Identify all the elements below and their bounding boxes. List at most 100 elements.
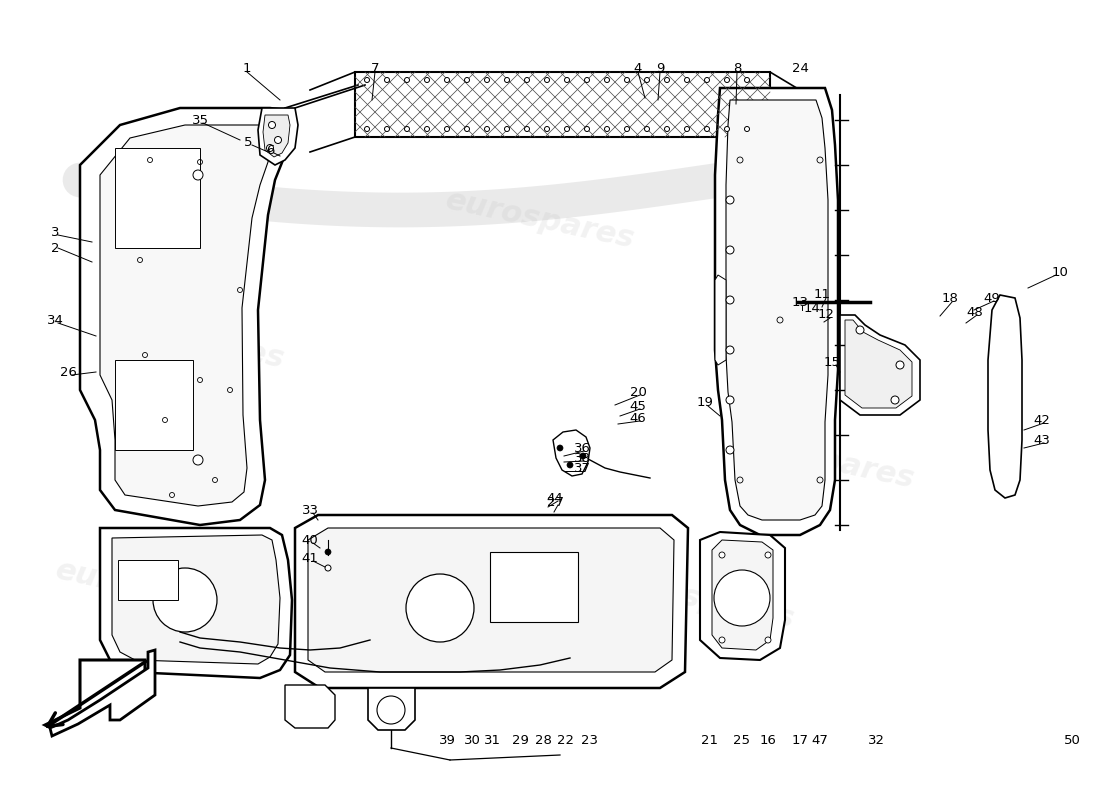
Text: 43: 43 xyxy=(1034,434,1050,446)
Text: 19: 19 xyxy=(696,395,714,409)
Text: 18: 18 xyxy=(942,291,958,305)
Text: 14: 14 xyxy=(804,302,821,314)
Circle shape xyxy=(425,126,429,131)
Text: 46: 46 xyxy=(629,411,647,425)
Circle shape xyxy=(324,565,331,571)
Circle shape xyxy=(464,126,470,131)
Polygon shape xyxy=(845,320,912,408)
Circle shape xyxy=(664,126,670,131)
Text: 27: 27 xyxy=(547,495,563,509)
Circle shape xyxy=(377,696,405,724)
Circle shape xyxy=(891,396,899,404)
Circle shape xyxy=(484,78,490,82)
Circle shape xyxy=(719,552,725,558)
Circle shape xyxy=(584,126,590,131)
Circle shape xyxy=(726,396,734,404)
Text: 34: 34 xyxy=(46,314,64,326)
Circle shape xyxy=(625,78,629,82)
Text: 38: 38 xyxy=(573,451,591,465)
Text: 2: 2 xyxy=(51,242,59,254)
Polygon shape xyxy=(308,528,674,672)
Polygon shape xyxy=(840,315,920,415)
Text: 35: 35 xyxy=(191,114,209,126)
Polygon shape xyxy=(80,108,290,525)
Polygon shape xyxy=(45,660,145,730)
Circle shape xyxy=(505,126,509,131)
Circle shape xyxy=(726,196,734,204)
Circle shape xyxy=(726,296,734,304)
Text: 24: 24 xyxy=(792,62,808,74)
Polygon shape xyxy=(712,540,773,650)
Text: 3: 3 xyxy=(51,226,59,238)
Polygon shape xyxy=(726,100,828,520)
Circle shape xyxy=(364,126,370,131)
Text: 8: 8 xyxy=(733,62,741,74)
Polygon shape xyxy=(700,532,785,660)
Text: 25: 25 xyxy=(734,734,750,746)
Polygon shape xyxy=(263,115,290,157)
Text: 1: 1 xyxy=(243,62,251,74)
Circle shape xyxy=(625,126,629,131)
Circle shape xyxy=(584,78,590,82)
Text: 10: 10 xyxy=(1052,266,1068,278)
Text: 28: 28 xyxy=(535,734,551,746)
Polygon shape xyxy=(285,685,336,728)
Circle shape xyxy=(364,78,370,82)
Circle shape xyxy=(444,78,450,82)
Text: 42: 42 xyxy=(1034,414,1050,426)
Polygon shape xyxy=(100,528,292,678)
Polygon shape xyxy=(295,515,688,688)
Text: 45: 45 xyxy=(629,399,647,413)
Text: 39: 39 xyxy=(439,734,455,746)
Circle shape xyxy=(745,126,749,131)
Circle shape xyxy=(726,346,734,354)
Circle shape xyxy=(714,570,770,626)
Bar xyxy=(355,72,770,137)
Text: eurospares: eurospares xyxy=(723,426,917,494)
Circle shape xyxy=(605,126,609,131)
Text: 33: 33 xyxy=(301,503,319,517)
Text: 37: 37 xyxy=(573,462,591,474)
Text: 11: 11 xyxy=(814,289,830,302)
Circle shape xyxy=(505,78,509,82)
Text: 17: 17 xyxy=(792,734,808,746)
Text: eurospares: eurospares xyxy=(53,556,248,624)
Circle shape xyxy=(405,78,409,82)
Circle shape xyxy=(856,326,864,334)
Text: 9: 9 xyxy=(656,62,664,74)
Polygon shape xyxy=(715,275,726,365)
Circle shape xyxy=(464,78,470,82)
Circle shape xyxy=(764,552,771,558)
Circle shape xyxy=(192,170,204,180)
Circle shape xyxy=(406,574,474,642)
Text: 29: 29 xyxy=(512,734,528,746)
Circle shape xyxy=(564,78,570,82)
Circle shape xyxy=(580,453,586,459)
Circle shape xyxy=(444,126,450,131)
Circle shape xyxy=(684,126,690,131)
Circle shape xyxy=(484,126,490,131)
Circle shape xyxy=(764,637,771,643)
Circle shape xyxy=(425,78,429,82)
Text: 23: 23 xyxy=(582,734,598,746)
Circle shape xyxy=(745,78,749,82)
Text: 15: 15 xyxy=(824,355,840,369)
Text: 4: 4 xyxy=(634,62,642,74)
Circle shape xyxy=(525,78,529,82)
Circle shape xyxy=(726,246,734,254)
Circle shape xyxy=(266,145,274,151)
Polygon shape xyxy=(112,535,280,664)
Text: 16: 16 xyxy=(760,734,777,746)
Text: 49: 49 xyxy=(983,291,1000,305)
Polygon shape xyxy=(715,88,838,535)
Circle shape xyxy=(726,446,734,454)
Text: 5: 5 xyxy=(244,135,252,149)
Text: eurospares: eurospares xyxy=(603,566,798,634)
Circle shape xyxy=(525,126,529,131)
Circle shape xyxy=(645,126,649,131)
Text: 50: 50 xyxy=(1064,734,1080,746)
Text: 40: 40 xyxy=(301,534,318,546)
Circle shape xyxy=(896,361,904,369)
Text: 26: 26 xyxy=(59,366,76,378)
Text: 31: 31 xyxy=(484,734,500,746)
